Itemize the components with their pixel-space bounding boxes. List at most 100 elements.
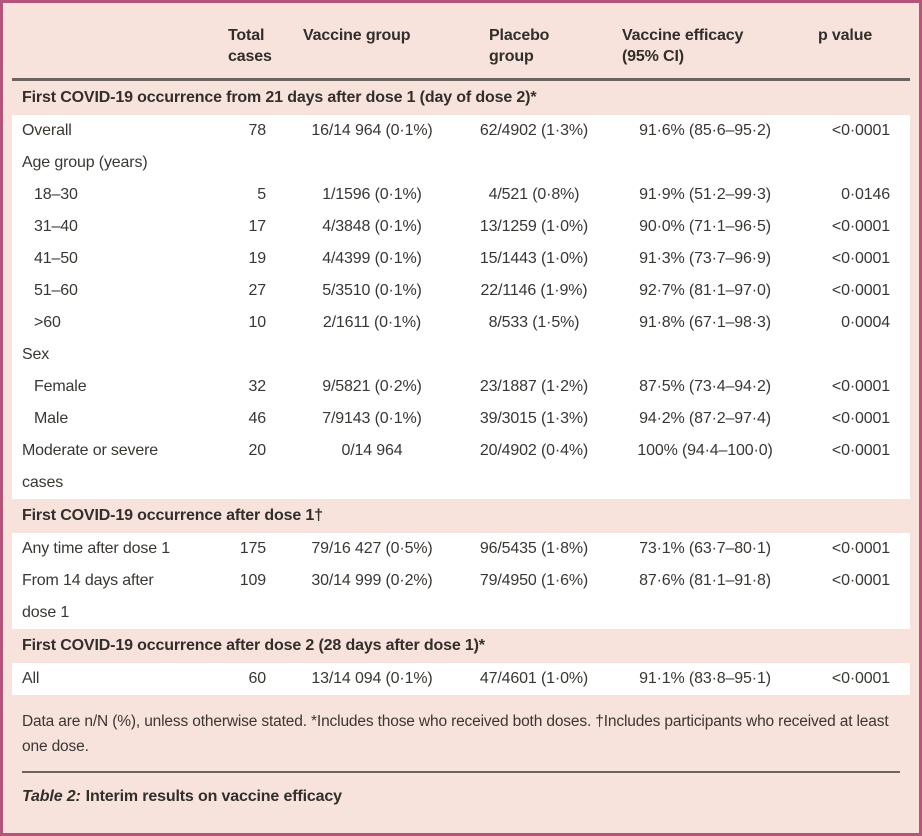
cell-p-value bbox=[816, 339, 910, 371]
cell-vaccine-group: 79/16 427 (0·5%) bbox=[270, 533, 474, 565]
cell-total-cases: 32 bbox=[215, 371, 270, 403]
cell-vaccine-efficacy: 94·2% (87·2–97·4) bbox=[594, 403, 816, 435]
cell-placebo-group: 23/1887 (1·2%) bbox=[474, 371, 594, 403]
cell-total-cases: 78 bbox=[215, 115, 270, 147]
section-row: First COVID-19 occurrence after dose 1† bbox=[12, 499, 910, 533]
cell-placebo-group: 8/533 (1·5%) bbox=[474, 307, 594, 339]
cell-placebo-group: 22/1146 (1·9%) bbox=[474, 275, 594, 307]
cell-label: Sex bbox=[12, 339, 215, 371]
cell-label: 31–40 bbox=[12, 211, 215, 243]
cell-vaccine-group: 9/5821 (0·2%) bbox=[270, 371, 474, 403]
cell-vaccine-group: 1/1596 (0·1%) bbox=[270, 179, 474, 211]
cell-vaccine-efficacy: 73·1% (63·7–80·1) bbox=[594, 533, 816, 565]
section-title: First COVID-19 occurrence after dose 1† bbox=[22, 507, 323, 524]
table-row: Sex bbox=[12, 339, 910, 371]
col-header-total-line1: Total bbox=[228, 27, 265, 44]
cell-total-cases: 17 bbox=[215, 211, 270, 243]
cell-label: Moderate or severe cases bbox=[12, 435, 215, 499]
section-row: First COVID-19 occurrence from 21 days a… bbox=[12, 80, 910, 116]
table-caption-title: Interim results on vaccine efficacy bbox=[85, 788, 342, 805]
cell-total-cases bbox=[215, 147, 270, 179]
cell-placebo-group: 79/4950 (1·6%) bbox=[474, 565, 594, 629]
cell-vaccine-efficacy: 91·9% (51·2–99·3) bbox=[594, 179, 816, 211]
cell-total-cases: 175 bbox=[215, 533, 270, 565]
cell-vaccine-efficacy: 100% (94·4–100·0) bbox=[594, 435, 816, 499]
cell-vaccine-efficacy: 91·3% (73·7–96·9) bbox=[594, 243, 816, 275]
cell-label: From 14 days after dose 1 bbox=[12, 565, 215, 629]
col-header-placebo-group: Placebo group bbox=[474, 11, 594, 81]
cell-placebo-group: 47/4601 (1·0%) bbox=[474, 663, 594, 695]
cell-placebo-group: 13/1259 (1·0%) bbox=[474, 211, 594, 243]
col-header-total-line2: cases bbox=[228, 48, 272, 65]
table-body: First COVID-19 occurrence from 21 days a… bbox=[12, 80, 910, 695]
cell-vaccine-group: 16/14 964 (0·1%) bbox=[270, 115, 474, 147]
cell-total-cases: 19 bbox=[215, 243, 270, 275]
cell-label: 51–60 bbox=[12, 275, 215, 307]
cell-vaccine-group: 7/9143 (0·1%) bbox=[270, 403, 474, 435]
cell-placebo-group: 39/3015 (1·3%) bbox=[474, 403, 594, 435]
cell-label: Any time after dose 1 bbox=[12, 533, 215, 565]
cell-p-value: <0·0001 bbox=[816, 371, 910, 403]
cell-total-cases: 109 bbox=[215, 565, 270, 629]
cell-total-cases: 27 bbox=[215, 275, 270, 307]
cell-placebo-group: 4/521 (0·8%) bbox=[474, 179, 594, 211]
table-row: From 14 days after dose 1 109 30/14 999 (0… bbox=[12, 565, 910, 629]
cell-vaccine-efficacy bbox=[594, 339, 816, 371]
col-header-vaccine-group: Vaccine group bbox=[270, 11, 474, 81]
cell-total-cases: 10 bbox=[215, 307, 270, 339]
cell-vaccine-group: 30/14 999 (0·2%) bbox=[270, 565, 474, 629]
table-row: All 60 13/14 094 (0·1%) 47/4601 (1·0%) 91·1%… bbox=[12, 663, 910, 695]
cell-p-value: 0·0004 bbox=[816, 307, 910, 339]
cell-p-value: <0·0001 bbox=[816, 211, 910, 243]
cell-vaccine-group: 0/14 964 bbox=[270, 435, 474, 499]
col-header-efficacy-line2: (95% CI) bbox=[622, 48, 684, 65]
header-row: Total cases Vaccine group Placebo group V… bbox=[12, 11, 910, 81]
cell-placebo-group: 15/1443 (1·0%) bbox=[474, 243, 594, 275]
cell-vaccine-efficacy: 91·1% (83·8–95·1) bbox=[594, 663, 816, 695]
cell-label: Age group (years) bbox=[12, 147, 215, 179]
table-row: 18–30 5 1/1596 (0·1%) 4/521 (0·8%) 91·9% (51… bbox=[12, 179, 910, 211]
cell-p-value: <0·0001 bbox=[816, 565, 910, 629]
cell-p-value: <0·0001 bbox=[816, 663, 910, 695]
cell-total-cases: 46 bbox=[215, 403, 270, 435]
cell-vaccine-group: 2/1611 (0·1%) bbox=[270, 307, 474, 339]
cell-vaccine-efficacy: 87·6% (81·1–91·8) bbox=[594, 565, 816, 629]
table-row: Moderate or severe cases 20 0/14 964 20/490… bbox=[12, 435, 910, 499]
cell-label: 18–30 bbox=[12, 179, 215, 211]
section-title: First COVID-19 occurrence from 21 days a… bbox=[22, 89, 537, 106]
col-header-efficacy-line1: Vaccine efficacy bbox=[622, 27, 744, 44]
cell-label: >60 bbox=[12, 307, 215, 339]
cell-vaccine-efficacy: 87·5% (73·4–94·2) bbox=[594, 371, 816, 403]
cell-placebo-group bbox=[474, 147, 594, 179]
cell-vaccine-group bbox=[270, 147, 474, 179]
cell-vaccine-group: 5/3510 (0·1%) bbox=[270, 275, 474, 307]
section-row: First COVID-19 occurrence after dose 2 (… bbox=[12, 629, 910, 663]
cell-total-cases: 5 bbox=[215, 179, 270, 211]
cell-placebo-group: 20/4902 (0·4%) bbox=[474, 435, 594, 499]
section-title: First COVID-19 occurrence after dose 2 (… bbox=[22, 637, 485, 654]
table-caption-label: Table 2: bbox=[22, 788, 81, 805]
cell-vaccine-efficacy: 90·0% (71·1–96·5) bbox=[594, 211, 816, 243]
cell-label: 41–50 bbox=[12, 243, 215, 275]
cell-total-cases: 20 bbox=[215, 435, 270, 499]
cell-p-value bbox=[816, 147, 910, 179]
table-footnote: Data are n/N (%), unless otherwise state… bbox=[22, 713, 889, 755]
table-row: >60 10 2/1611 (0·1%) 8/533 (1·5%) 91·8% (67·… bbox=[12, 307, 910, 339]
cell-label: Male bbox=[12, 403, 215, 435]
cell-label: Female bbox=[12, 371, 215, 403]
table-row: Any time after dose 1 175 79/16 427 (0·5%)… bbox=[12, 533, 910, 565]
col-header-p-value: p value bbox=[816, 11, 910, 81]
cell-vaccine-group bbox=[270, 339, 474, 371]
cell-label: Overall bbox=[12, 115, 215, 147]
cell-vaccine-efficacy: 92·7% (81·1–97·0) bbox=[594, 275, 816, 307]
cell-vaccine-efficacy: 91·6% (85·6–95·2) bbox=[594, 115, 816, 147]
table-row: Age group (years) bbox=[12, 147, 910, 179]
cell-p-value: 0·0146 bbox=[816, 179, 910, 211]
caption-divider bbox=[22, 771, 900, 773]
cell-p-value: <0·0001 bbox=[816, 115, 910, 147]
cell-vaccine-efficacy: 91·8% (67·1–98·3) bbox=[594, 307, 816, 339]
cell-p-value: <0·0001 bbox=[816, 435, 910, 499]
table-row: 41–50 19 4/4399 (0·1%) 15/1443 (1·0%) 91·3% … bbox=[12, 243, 910, 275]
table-row: 31–40 17 4/3848 (0·1%) 13/1259 (1·0%) 90·0% … bbox=[12, 211, 910, 243]
